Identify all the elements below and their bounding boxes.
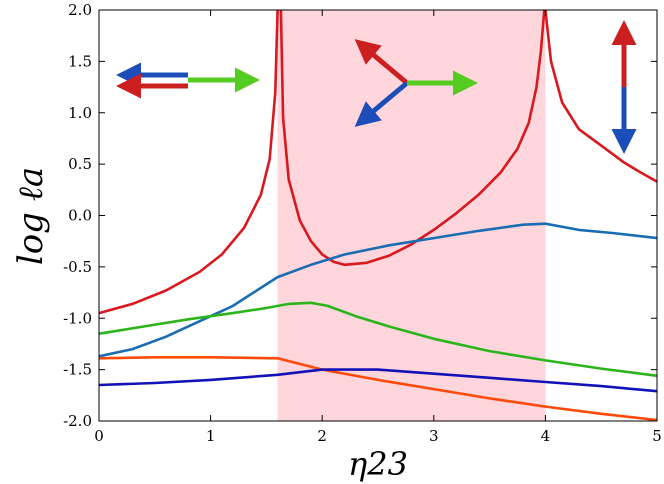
series-line-5 <box>98 355 658 422</box>
series-line-1 <box>279 9 546 267</box>
series-line-6 <box>98 368 658 393</box>
x-tick-label: 1 <box>206 427 216 445</box>
x-tick-label: 3 <box>429 427 439 445</box>
series-layer <box>98 9 658 422</box>
series-line-3 <box>98 222 658 358</box>
y-tick-label: 0.5 <box>68 155 92 173</box>
x-tick-label: 4 <box>541 427 551 445</box>
series-line-4 <box>98 301 658 378</box>
y-tick-label: 0.0 <box>68 207 92 225</box>
x-tick-label: 2 <box>317 427 327 445</box>
ticks-layer: 0 1 2 3 4 5 -2.0 -1.5 -1.0 -0.5 0.0 0.5 1.0 1.5 2.0 <box>63 1 662 445</box>
y-tick-label: 1.5 <box>68 52 92 70</box>
y-tick-label: 2.0 <box>68 1 92 19</box>
inset-middle-blue-arrow <box>354 81 409 127</box>
x-tick-label: 5 <box>652 427 662 445</box>
inset-middle-red-arrow <box>354 39 409 85</box>
series-line-0 <box>98 9 279 315</box>
y-tick-label: 1.0 <box>68 104 92 122</box>
inset-left-arrows <box>116 62 260 99</box>
y-tick-label: -1.0 <box>63 309 92 327</box>
y-axis-label: log ℓa <box>11 167 51 265</box>
inset-middle-arrows <box>354 39 478 127</box>
y-tick-label: -0.5 <box>63 258 92 276</box>
series-line-2 <box>544 9 658 183</box>
y-tick-label: -1.5 <box>63 361 92 379</box>
shaded-region <box>277 10 546 421</box>
x-tick-label: 0 <box>94 427 104 445</box>
y-tick-label: -2.0 <box>63 412 92 430</box>
x-axis-label: η23 <box>348 445 408 483</box>
